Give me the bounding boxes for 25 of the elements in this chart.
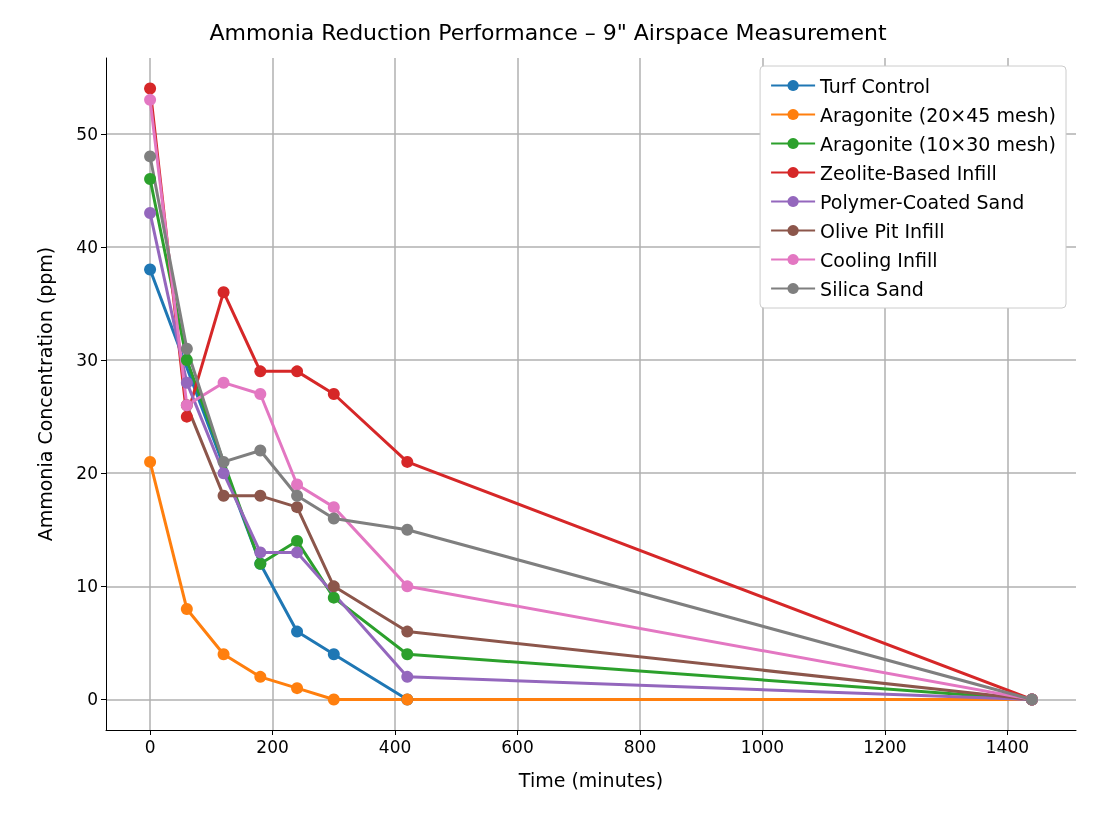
x-tick-label: 600 [501,736,534,757]
x-tick-label: 0 [144,736,156,757]
x-tick-label: 800 [623,736,657,757]
x-tick-label: 1200 [863,736,907,757]
x-tick-label: 1000 [740,736,785,757]
legend-label: Aragonite (20×45 mesh) [820,103,1057,126]
legend-label: Turf Control [819,74,931,97]
legend-label: Zeolite-Based Infill [820,161,997,184]
chart-title: Ammonia Reduction Performance – 9" Airspace Measurement [209,19,887,45]
legend-label: Cooling Infill [820,248,938,271]
x-axis-title: Time (minutes) [517,768,664,791]
x-tick-label: 1400 [985,736,1030,757]
y-axis-title: Ammonia Concentration (ppm) [33,246,56,542]
y-tick-label: 50 [76,123,98,144]
legend-label: Polymer-Coated Sand [820,190,1025,213]
x-tick-label: 200 [256,736,289,757]
y-tick-label: 40 [76,236,98,257]
y-tick-label: 30 [76,350,98,371]
legend-label: Olive Pit Infill [820,219,945,242]
legend-label: Aragonite (10×30 mesh) [820,132,1057,155]
x-tick-label: 400 [378,736,412,757]
legend-label: Silica Sand [820,277,924,300]
y-tick-label: 0 [87,689,98,710]
y-tick-label: 10 [76,576,98,597]
y-tick-label: 20 [76,463,98,484]
